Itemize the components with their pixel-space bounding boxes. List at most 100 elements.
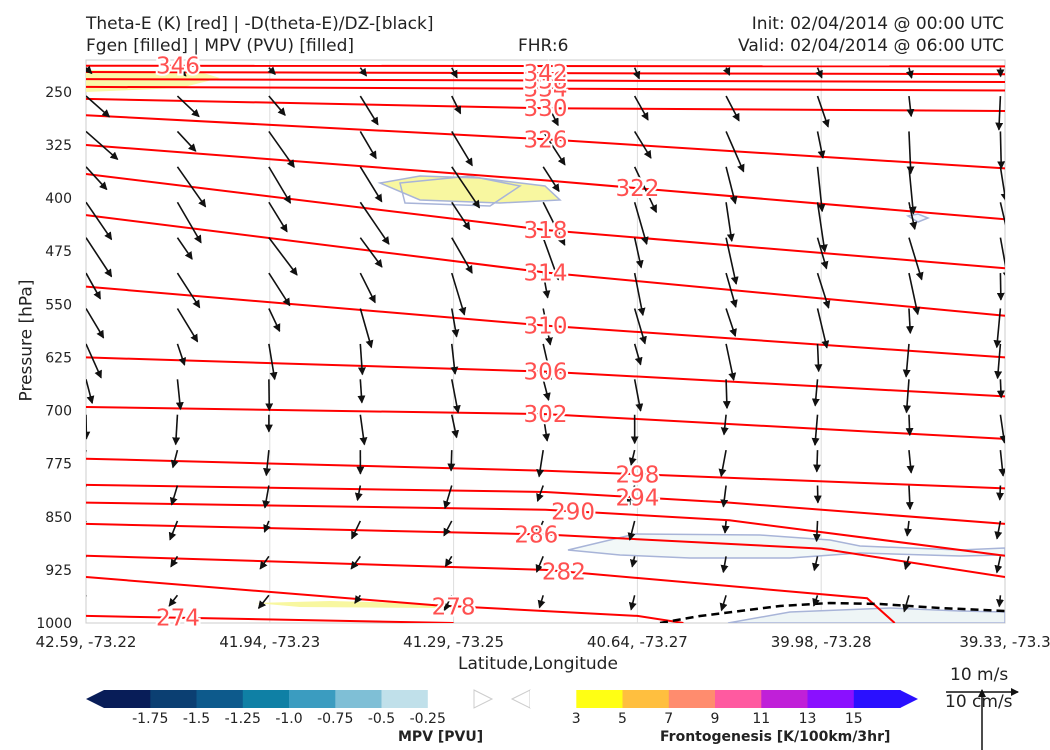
wind-vector bbox=[267, 66, 276, 76]
y-axis-label: Pressure [hPa] bbox=[16, 279, 37, 402]
theta-e-contour-label: 318 bbox=[524, 218, 568, 244]
wind-vector bbox=[905, 414, 914, 437]
theta-e-contour bbox=[86, 78, 1005, 83]
theta-e-contour bbox=[86, 64, 1005, 68]
wind-vector bbox=[906, 95, 915, 118]
y-tick-label: 250 bbox=[45, 85, 72, 101]
colorbar-swatch bbox=[104, 690, 151, 708]
wind-vector bbox=[451, 201, 471, 231]
y-tick-label: 925 bbox=[45, 563, 72, 579]
theta-e-contour bbox=[86, 85, 1005, 92]
wind-vector bbox=[450, 414, 460, 439]
wind-vector bbox=[176, 201, 202, 244]
wind-vector bbox=[628, 449, 637, 466]
wind-vector bbox=[86, 379, 95, 405]
mpv-colorbar-label: MPV [PVU] bbox=[398, 729, 484, 745]
wind-vector bbox=[905, 67, 914, 79]
wind-vector bbox=[542, 272, 551, 299]
wind-vector bbox=[902, 343, 911, 378]
y-tick-label: 325 bbox=[45, 138, 72, 154]
wind-vector bbox=[816, 308, 830, 349]
wind-vector bbox=[627, 520, 636, 541]
wind-vector bbox=[86, 272, 101, 300]
wind-vector bbox=[443, 520, 453, 537]
fgen-colorbar-tick-label: 13 bbox=[799, 711, 817, 727]
wind-vector bbox=[268, 201, 288, 233]
wind-vector bbox=[999, 166, 1005, 202]
theta-e-contour-label: 326 bbox=[524, 127, 568, 153]
wind-vector bbox=[168, 594, 179, 607]
wind-vector bbox=[359, 95, 379, 126]
wind-vector bbox=[86, 201, 113, 241]
wind-vector bbox=[905, 485, 914, 511]
colorbar-swatch bbox=[853, 690, 901, 708]
title-left-2: Fgen [filled] | MPV (PVU) [filled] bbox=[86, 36, 355, 56]
wind-vector bbox=[816, 202, 828, 253]
mpv-colorbar-tick-label: -1.5 bbox=[183, 711, 210, 727]
mpv-colorbar bbox=[86, 689, 494, 709]
wind-vector bbox=[816, 131, 826, 159]
theta-e-contour bbox=[86, 483, 1005, 525]
wind-vector bbox=[169, 485, 179, 506]
mpv-colorbar-extend-high bbox=[473, 689, 494, 709]
wind-vector bbox=[903, 379, 912, 414]
wind-vector bbox=[86, 595, 87, 597]
y-tick-label: 1000 bbox=[36, 616, 72, 632]
wind-vector bbox=[176, 237, 193, 260]
fgen-colorbar-extend-low bbox=[510, 689, 531, 709]
wind-vector bbox=[632, 67, 641, 80]
wind-vector bbox=[633, 308, 647, 345]
wind-vector bbox=[905, 308, 914, 335]
wind-vector bbox=[813, 450, 822, 473]
wind-vector bbox=[451, 166, 481, 209]
theta-e-contour-label: 314 bbox=[524, 260, 568, 286]
theta-e-contour bbox=[86, 406, 1005, 440]
wind-vector bbox=[268, 308, 281, 333]
wind-vector bbox=[537, 595, 546, 609]
wind-vector bbox=[811, 379, 820, 407]
wind-vector bbox=[451, 237, 473, 274]
wind-vector bbox=[815, 67, 823, 79]
wind-vector bbox=[811, 414, 820, 446]
mpv-colorbar-tick-label: -1.25 bbox=[225, 711, 261, 727]
wind-vector bbox=[259, 555, 270, 570]
wind-vector bbox=[359, 166, 383, 203]
wind-vector bbox=[811, 556, 820, 572]
theta-e-contour-label: 306 bbox=[524, 360, 568, 386]
wind-vector bbox=[633, 131, 652, 159]
wind-vector bbox=[633, 272, 646, 317]
fgen-colorbar-tick-label: 11 bbox=[752, 711, 770, 727]
wind-vector bbox=[450, 343, 459, 375]
wind-vector bbox=[542, 308, 553, 346]
colorbar-swatch bbox=[807, 690, 855, 708]
wind-vector bbox=[170, 449, 179, 469]
wind-vector bbox=[816, 166, 826, 213]
wind-vector bbox=[86, 65, 93, 75]
wind-vector bbox=[536, 449, 545, 478]
wind-vector bbox=[816, 95, 830, 128]
wind-vector bbox=[999, 414, 1005, 444]
colorbar-swatch bbox=[150, 690, 198, 708]
wind-vector bbox=[358, 67, 368, 77]
colorbar-ticks: -1.75 -1.5 -1.25 -1.0 -0.75 -0.5 -0.25 3 5 7 9 11 13… bbox=[132, 711, 863, 727]
wind-vector bbox=[268, 237, 298, 276]
wind-vector bbox=[633, 379, 644, 412]
wind-vector bbox=[993, 308, 1002, 349]
wind-vector bbox=[359, 237, 383, 268]
colorbar-swatch bbox=[668, 690, 716, 708]
theta-e-contour-label: 278 bbox=[432, 594, 476, 620]
fgen-colorbar-tick-label: 3 bbox=[572, 711, 581, 727]
fgen-colorbar-tick-label: 7 bbox=[664, 711, 673, 727]
y-tick-label: 850 bbox=[45, 510, 72, 526]
wind-vector bbox=[629, 556, 638, 568]
x-tick-label: 39.33, -73.3 bbox=[959, 633, 1050, 651]
wind-vector bbox=[351, 520, 362, 540]
wind-vector bbox=[536, 485, 544, 502]
theta-e-contour-label: 298 bbox=[615, 462, 659, 488]
wind-vector bbox=[176, 343, 187, 366]
wind-vector bbox=[994, 520, 1003, 540]
theta-e-contour bbox=[86, 144, 1005, 221]
colorbar-swatch bbox=[381, 690, 429, 708]
wind-vector bbox=[994, 556, 1003, 574]
wind-vector bbox=[359, 308, 374, 349]
